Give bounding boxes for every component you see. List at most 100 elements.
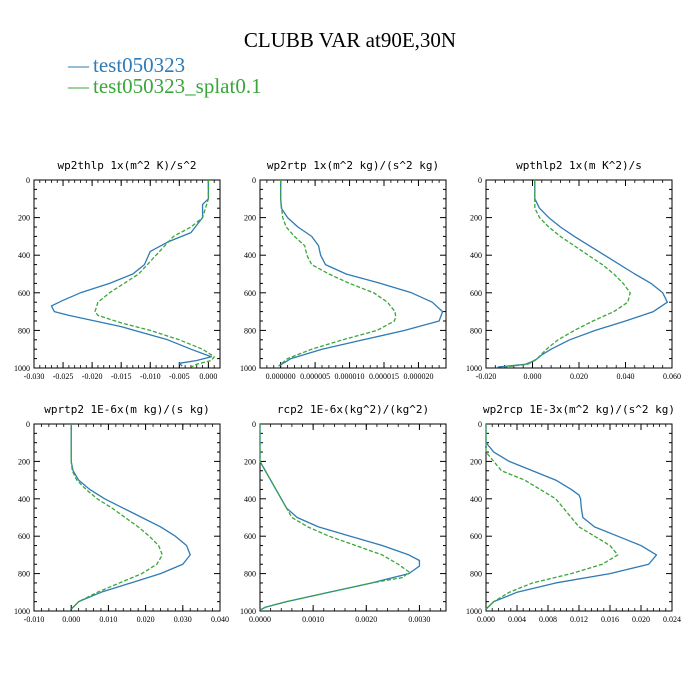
panel-2-xtick-label-2: 0.000010 — [335, 372, 365, 381]
panel-6-ytick-label-5: 1000 — [466, 607, 482, 616]
panel-3-ytick-label-5: 1000 — [466, 364, 482, 373]
legend-line-2: — — [68, 74, 89, 98]
panel-6-title: wp2rcp 1E-3x(m^2 kg)/(s^2 kg) — [483, 403, 675, 416]
panel-4-frame — [33, 423, 221, 612]
panel-2-ytick-label-4: 800 — [244, 326, 256, 335]
panel-4-ytick-label-2: 400 — [18, 495, 30, 504]
panel-4-xtick-label-5: 0.040 — [211, 615, 229, 624]
panel-4-ytick-label-5: 1000 — [14, 607, 30, 616]
panel-5-ytick-label-5: 1000 — [240, 607, 256, 616]
panel-6-xtick-label-3: 0.012 — [570, 615, 588, 624]
panel-1-series-1-line — [50, 180, 212, 367]
panel-1-series-2-line — [94, 180, 215, 368]
panel-6-xtick-label-1: 0.004 — [508, 615, 526, 624]
panel-1-ytick-label-2: 400 — [18, 251, 30, 260]
panel-4-xtick-label-1: 0.000 — [62, 615, 80, 624]
legend-label-2: test050323_splat0.1 — [93, 74, 262, 98]
panel-3-ytick-label-1: 200 — [470, 214, 482, 223]
panel-2-xtick-label-4: 0.000020 — [403, 372, 433, 381]
panel-4-ytick-label-3: 600 — [18, 532, 30, 541]
panel-5-xtick-label-2: 0.0020 — [355, 615, 377, 624]
panel-4-ytick-label-1: 200 — [18, 457, 30, 466]
panel-2-frame — [259, 179, 447, 369]
panel-6-ytick-label-1: 200 — [470, 457, 482, 466]
panel-1-ytick-label-1: 200 — [18, 214, 30, 223]
panel-5-title: rcp2 1E-6x(kg^2)/(kg^2) — [277, 403, 429, 416]
panel-3-frame — [485, 179, 673, 369]
panel-2-xtick-label-3: 0.000015 — [369, 372, 399, 381]
legend-entry-1: — test050323 — [68, 54, 185, 76]
panel-6-series-1-line — [485, 424, 658, 610]
panel-6-xtick-label-0: 0.000 — [477, 615, 495, 624]
panel-3-xtick-label-1: 0.000 — [524, 372, 542, 381]
panel-6-xtick-label-2: 0.008 — [539, 615, 557, 624]
panel-4-xtick-label-3: 0.020 — [137, 615, 155, 624]
panel-2-ytick-label-1: 200 — [244, 214, 256, 223]
panel-5-ytick-label-4: 800 — [244, 570, 256, 579]
panel-3-ytick-label-0: 0 — [478, 176, 482, 185]
panel-1-xtick-label-3: -0.015 — [111, 372, 132, 381]
panel-2-ytick-label-3: 600 — [244, 289, 256, 298]
panel-5-xtick-label-1: 0.0010 — [302, 615, 324, 624]
panel-2-series-2-line — [278, 180, 397, 367]
panel-6-ytick-label-4: 800 — [470, 570, 482, 579]
panel-5-xtick-label-3: 0.0030 — [408, 615, 430, 624]
panel-5-xtick-label-0: 0.0000 — [249, 615, 271, 624]
panel-1-ytick-label-0: 0 — [26, 176, 30, 185]
panel-1-ytick-label-3: 600 — [18, 289, 30, 298]
panel-1-frame — [33, 179, 221, 369]
legend-line-1: — — [68, 53, 89, 77]
panel-1-title: wp2thlp 1x(m^2 K)/s^2 — [57, 159, 196, 172]
panel-2-ytick-label-2: 400 — [244, 251, 256, 260]
panel-6-xtick-label-6: 0.024 — [663, 615, 681, 624]
panel-4-ytick-label-4: 800 — [18, 570, 30, 579]
panel-2-title: wp2rtp 1x(m^2 kg)/(s^2 kg) — [267, 159, 439, 172]
panel-1-xtick-label-4: -0.010 — [140, 372, 161, 381]
panel-6-series-2-line — [485, 424, 619, 610]
panel-3-xtick-label-4: 0.060 — [663, 372, 681, 381]
panel-5-frame — [259, 423, 447, 612]
panel-4-xtick-label-0: -0.010 — [24, 615, 45, 624]
panel-5-series-1-line — [259, 424, 421, 611]
panel-3-series-2-line — [504, 180, 631, 368]
panel-6-ytick-label-2: 400 — [470, 495, 482, 504]
panel-6-xtick-label-5: 0.020 — [632, 615, 650, 624]
panel-5-ytick-label-0: 0 — [252, 420, 256, 429]
panel-1-xtick-label-0: -0.030 — [24, 372, 45, 381]
panel-1-xtick-label-5: -0.005 — [169, 372, 190, 381]
panel-3-ytick-label-2: 400 — [470, 251, 482, 260]
panel-5-ytick-label-1: 200 — [244, 457, 256, 466]
panel-1-xtick-label-2: -0.020 — [82, 372, 103, 381]
panel-1-xtick-label-1: -0.025 — [53, 372, 74, 381]
panel-5-ytick-label-2: 400 — [244, 495, 256, 504]
figure-title: CLUBB VAR at90E,30N — [243, 28, 457, 52]
panel-3-title: wpthlp2 1x(m K^2)/s — [516, 159, 642, 172]
panel-1-ytick-label-5: 1000 — [14, 364, 30, 373]
panel-1-xtick-label-6: 0.000 — [199, 372, 217, 381]
panel-5-ytick-label-3: 600 — [244, 532, 256, 541]
legend-label-1: test050323 — [93, 53, 186, 77]
panel-6-xtick-label-4: 0.016 — [601, 615, 619, 624]
panel-4-series-2-line — [70, 424, 163, 610]
panel-3-xtick-label-3: 0.040 — [617, 372, 635, 381]
panel-2-ytick-label-5: 1000 — [240, 364, 256, 373]
panel-4-xtick-label-4: 0.030 — [174, 615, 192, 624]
panel-3-series-1-line — [497, 180, 668, 368]
panel-2-xtick-label-0: 0.000000 — [266, 372, 296, 381]
panel-3-ytick-label-3: 600 — [470, 289, 482, 298]
panel-2-xtick-label-1: 0.000005 — [300, 372, 330, 381]
panel-4-title: wprtp2 1E-6x(m kg)/(s kg) — [44, 403, 210, 416]
panel-3-xtick-label-2: 0.020 — [570, 372, 588, 381]
panel-2-ytick-label-0: 0 — [252, 176, 256, 185]
panel-6-ytick-label-0: 0 — [478, 420, 482, 429]
panel-4-ytick-label-0: 0 — [26, 420, 30, 429]
panel-3-ytick-label-4: 800 — [470, 326, 482, 335]
panel-6-frame — [485, 423, 673, 612]
panel-1-ytick-label-4: 800 — [18, 326, 30, 335]
panel-4-xtick-label-2: 0.010 — [99, 615, 117, 624]
panel-6-ytick-label-3: 600 — [470, 532, 482, 541]
panel-5-series-2-line — [259, 424, 410, 611]
legend-entry-2: — test050323_splat0.1 — [68, 75, 262, 97]
panel-3-xtick-label-0: -0.020 — [476, 372, 497, 381]
